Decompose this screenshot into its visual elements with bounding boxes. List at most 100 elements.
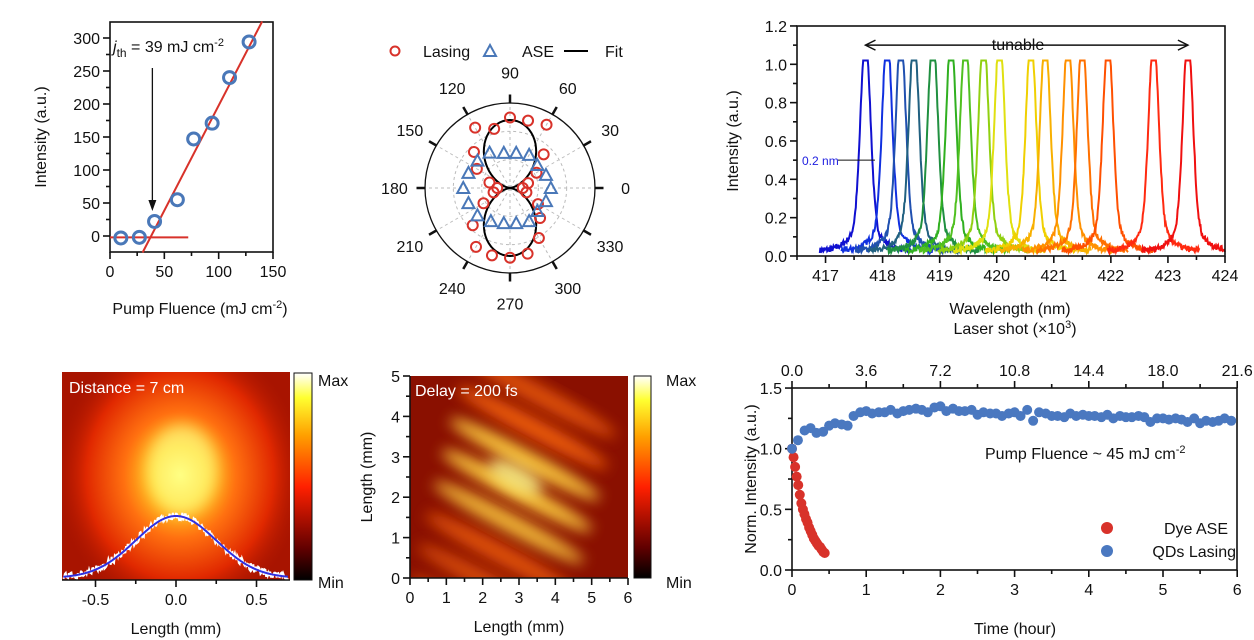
qds-lasing-point bbox=[1028, 415, 1039, 426]
y-tick-label: 1.2 bbox=[765, 19, 787, 36]
x-tick-label: 4 bbox=[551, 590, 560, 607]
grid-spoke bbox=[467, 114, 511, 189]
angle-tick-label: 0 bbox=[621, 181, 630, 198]
y-axis-label: Intensity (a.u.) bbox=[725, 90, 742, 191]
ase-point bbox=[521, 146, 537, 161]
data-point bbox=[241, 34, 257, 50]
polar-frame bbox=[424, 102, 596, 274]
threshold-arrowhead bbox=[148, 200, 157, 211]
lasing-point bbox=[534, 212, 547, 225]
qds-lasing-point bbox=[1015, 410, 1026, 421]
data-point bbox=[147, 213, 163, 229]
interference-map-chart: Delay = 200 fs Max Min Length (mm) Lengt… bbox=[359, 369, 696, 636]
x-tick-label: 50 bbox=[155, 264, 173, 281]
interference-fringe bbox=[449, 418, 601, 501]
ase-point bbox=[521, 213, 537, 228]
distance-label: Distance = 7 cm bbox=[69, 380, 184, 397]
x-tick-label: 3 bbox=[1010, 582, 1019, 599]
legend-lasing-marker bbox=[389, 45, 401, 57]
spectrum-line bbox=[952, 59, 1046, 256]
lasing-point bbox=[470, 240, 482, 253]
polar-chart: Lasing ASE Fit 0 30 60 90 120 150 180 210 240 270… bbox=[381, 42, 630, 314]
y-tick-label: 150 bbox=[73, 130, 100, 147]
dye-ase-point bbox=[793, 480, 804, 491]
pump-fluence-annotation: Pump Fluence ~ 45 mJ cm-2 bbox=[985, 444, 1186, 463]
angle-tick-label: 30 bbox=[601, 123, 619, 140]
x-tick-label: 417 bbox=[812, 268, 839, 285]
ase-point bbox=[496, 215, 512, 230]
x-tick-label: 419 bbox=[926, 268, 953, 285]
spectrum-line bbox=[867, 59, 961, 256]
lasing-point bbox=[467, 145, 480, 158]
legend-qds-lasing-marker bbox=[1101, 545, 1113, 557]
delay-label: Delay = 200 fs bbox=[415, 383, 518, 400]
lasing-point bbox=[470, 162, 483, 175]
interference-hotspot bbox=[488, 459, 543, 495]
linewidth-label: 0.2 nm bbox=[802, 154, 839, 168]
x-tick-label: 10.8 bbox=[999, 363, 1030, 380]
x-tick-label: -0.5 bbox=[82, 592, 110, 609]
ase-point bbox=[460, 195, 477, 210]
ase-point bbox=[496, 144, 512, 159]
x-tick-label: 2 bbox=[936, 582, 945, 599]
y-tick-label: 0.6 bbox=[765, 134, 787, 151]
angle-tick-label: 270 bbox=[497, 297, 524, 314]
spectrum-line bbox=[984, 59, 1078, 256]
top-axis-label: Laser shot (×103) bbox=[953, 319, 1076, 338]
y-tick-label: 2 bbox=[391, 490, 400, 507]
threshold-chart: Intensity (a.u.) Pump Fluence (mJ cm-2) … bbox=[33, 21, 288, 318]
ase-point bbox=[469, 152, 486, 167]
ase-point bbox=[538, 192, 554, 208]
y-tick-label: 0.2 bbox=[765, 211, 787, 228]
angle-tick bbox=[582, 229, 592, 236]
x-tick-label: 0.0 bbox=[781, 363, 803, 380]
lasing-point bbox=[488, 122, 501, 135]
x-tick-label: 422 bbox=[1098, 268, 1125, 285]
threshold-annotation: jth = 39 mJ cm-2 bbox=[111, 37, 224, 60]
angle-tick-label: 240 bbox=[439, 281, 466, 298]
lasing-point bbox=[522, 114, 535, 127]
heatmap-hotspot bbox=[147, 425, 217, 515]
y-tick-label: 0.0 bbox=[760, 563, 782, 580]
y-tick-label: 100 bbox=[73, 163, 100, 180]
lasing-point bbox=[521, 247, 534, 260]
spectrum-line bbox=[840, 59, 934, 256]
x-tick-label: 7.2 bbox=[929, 363, 951, 380]
qds-lasing-point bbox=[1022, 404, 1033, 415]
data-point bbox=[131, 229, 147, 245]
x-tick-label: 1 bbox=[442, 590, 451, 607]
x-tick-label: 100 bbox=[205, 264, 232, 281]
lasing-point bbox=[537, 148, 550, 161]
x-tick-label: 3 bbox=[515, 590, 524, 607]
x-tick-label: 0.0 bbox=[165, 592, 187, 609]
legend-fit-label: Fit bbox=[605, 44, 623, 61]
data-point bbox=[204, 115, 220, 131]
legend-ase-marker bbox=[482, 42, 498, 57]
x-axis-label: Wavelength (nm) bbox=[949, 301, 1070, 318]
spectrum-line bbox=[904, 59, 998, 257]
data-point bbox=[222, 70, 238, 86]
angle-tick-label: 180 bbox=[381, 181, 408, 198]
spectrum-line bbox=[1061, 59, 1155, 256]
interference-fringe bbox=[457, 386, 609, 469]
angle-tick bbox=[582, 140, 592, 147]
ase-point bbox=[508, 215, 524, 230]
lasing-point bbox=[477, 197, 490, 210]
stability-chart: Norm. Intensity (a.u.) Time (hour) Laser… bbox=[743, 319, 1253, 638]
qds-lasing-point bbox=[792, 435, 803, 446]
data-point bbox=[169, 192, 185, 208]
spectrum-line bbox=[999, 59, 1092, 257]
y-tick-label: 0.4 bbox=[765, 172, 787, 189]
y-tick-label: 4 bbox=[391, 409, 400, 426]
x-tick-label: 150 bbox=[260, 264, 287, 281]
x-tick-label: 1 bbox=[862, 582, 871, 599]
fit-curve bbox=[482, 118, 538, 258]
colorbar-min-label: Min bbox=[666, 575, 692, 592]
ase-point bbox=[460, 164, 477, 179]
gaussian-fit bbox=[63, 515, 289, 578]
lasing-point bbox=[532, 232, 545, 245]
y-tick-label: 0.5 bbox=[760, 502, 782, 519]
y-tick-label: 1.5 bbox=[760, 381, 782, 398]
x-tick-label: 6 bbox=[624, 590, 633, 607]
